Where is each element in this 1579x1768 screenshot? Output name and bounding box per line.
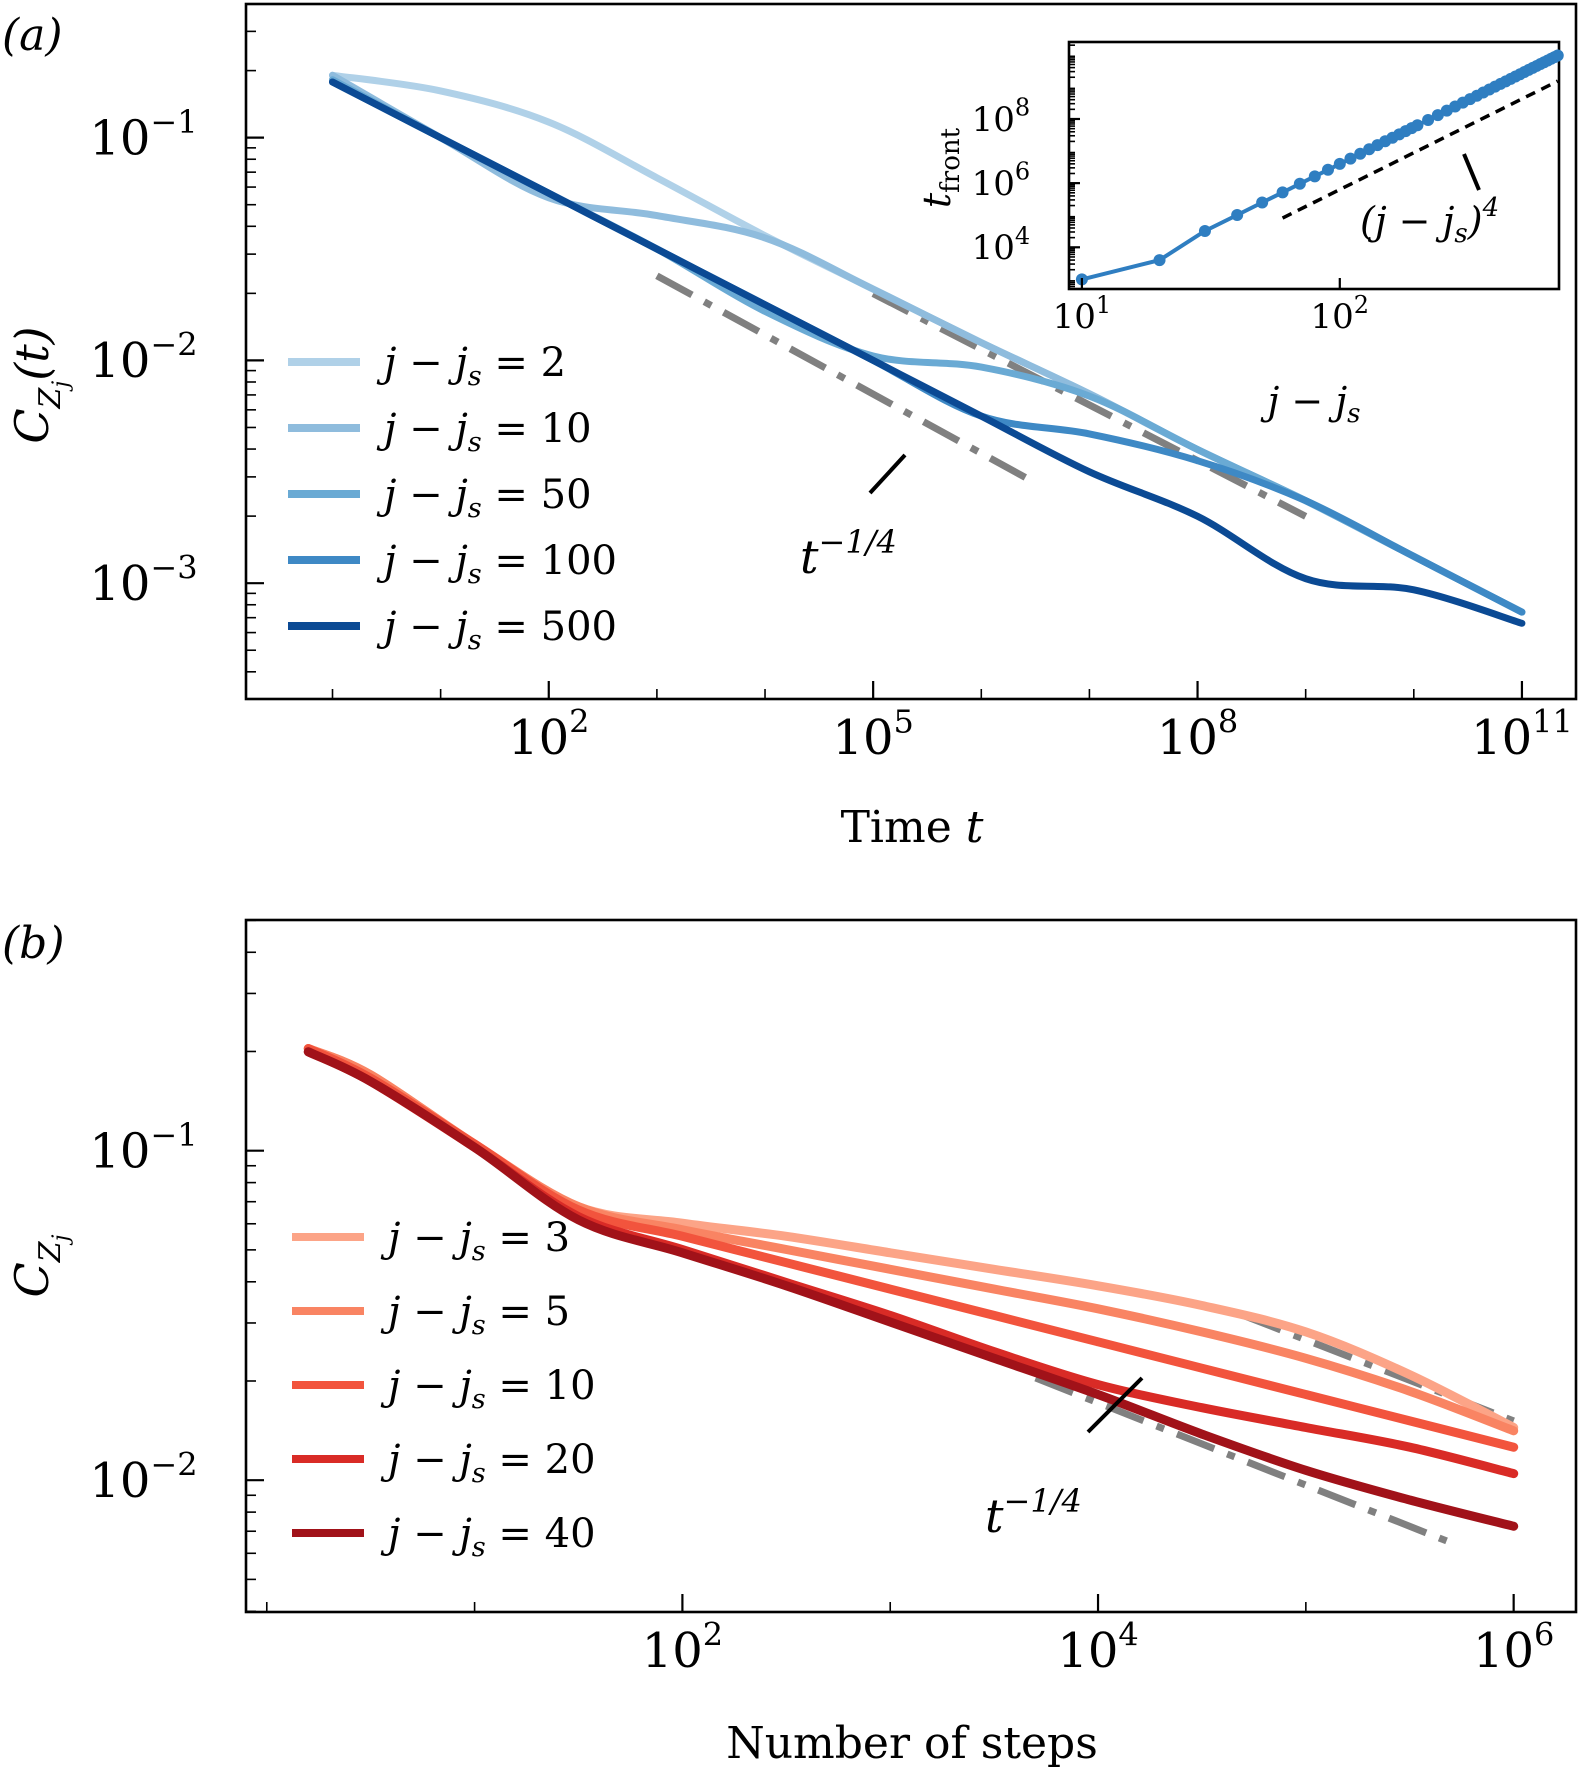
panel-b-annotation-text: t−1/4 <box>985 1482 1082 1543</box>
panel-b: (b) 102 104 106 10−1 10−2 Number of steps C… <box>2 918 1578 1768</box>
panel-b-legend-label: j − js = 20 <box>380 1437 596 1489</box>
panel-a-annotation-pointer <box>868 453 907 495</box>
inset-data-point <box>1411 119 1424 132</box>
panel-a-annotation-text: t−1/4 <box>800 523 897 584</box>
panel-a-guide-lines <box>655 272 1308 520</box>
panel-a-legend-label: j − js = 500 <box>376 604 617 656</box>
inset-x-axis-label: j − js <box>1261 379 1361 429</box>
panel-a-legend-label: j − js = 10 <box>376 406 592 458</box>
panel-a-series-line <box>329 78 1526 627</box>
inset-x-tick-label: 102 <box>1311 291 1370 337</box>
panel-a-y-tick-label: 10−2 <box>89 326 197 390</box>
panel-b-y-tick-label: 10−1 <box>89 1116 197 1180</box>
panel-b-legend: j − js = 3 j − js = 5 j − js = 10 j − js = … <box>292 1215 596 1563</box>
inset-y-ticks: 104 106 108 <box>972 44 1080 288</box>
panel-b-x-axis-label: Number of steps <box>726 1718 1098 1768</box>
panel-a-x-tick-label: 105 <box>832 703 913 767</box>
inset-series <box>1075 49 1564 286</box>
panel-a-x-tick-label: 1011 <box>1471 703 1573 767</box>
panel-a-x-axis-label: Time t <box>841 802 984 853</box>
panel-b-legend-label: j − js = 40 <box>380 1511 596 1563</box>
inset-data-point <box>1153 254 1166 267</box>
inset-data-point <box>1551 49 1564 62</box>
inset-data-point <box>1354 147 1367 160</box>
panel-a-y-axis-label: CZj(t) <box>5 326 74 443</box>
inset-data-point <box>1293 177 1306 190</box>
inset-data-point <box>1422 113 1435 126</box>
panel-b-guide-line <box>1034 1374 1453 1547</box>
panel-a-y-tick-label: 10−3 <box>89 548 197 612</box>
panel-a-guide-line <box>655 272 1038 486</box>
panel-b-x-tick-label: 102 <box>642 1616 723 1680</box>
panel-a-y-tick-label: 10−1 <box>89 103 197 167</box>
inset-data-point <box>1308 170 1321 183</box>
panel-b-legend-label: j − js = 3 <box>380 1215 570 1267</box>
panel-a-annotation: t−1/4 <box>800 453 907 584</box>
inset-y-tick-label: 108 <box>972 94 1031 140</box>
panel-b-plot-area <box>244 918 1578 1614</box>
inset-data-point <box>1344 152 1357 165</box>
panel-b-annotation-pointer <box>1086 1376 1144 1434</box>
panel-a-legend-label: j − js = 50 <box>376 472 592 524</box>
panel-a-x-ticks: 102 105 108 1011 <box>331 681 1573 767</box>
inset-y-axis-label: tfront <box>915 127 966 208</box>
panel-b-y-ticks: 10−1 10−2 <box>89 919 264 1613</box>
inset-plot-area <box>1067 40 1561 291</box>
panel-a-y-ticks: 10−1 10−2 10−3 <box>89 30 264 673</box>
inset-data-point <box>1321 163 1334 176</box>
panel-b-label: (b) <box>2 918 65 969</box>
inset-data-point <box>1431 109 1444 122</box>
panel-a: (a) 102 105 108 1011 10−1 10−2 10−3 Time t CZ… <box>2 2 1578 853</box>
inset-data-point <box>1333 157 1346 170</box>
inset-data-point <box>1276 186 1289 199</box>
panel-b-series-line <box>303 1047 1519 1531</box>
panel-a-x-tick-label: 108 <box>1157 703 1238 767</box>
panel-b-y-axis-label: CZj <box>5 1234 74 1297</box>
panel-a-legend-label: j − js = 100 <box>376 538 617 590</box>
panel-a-legend-label: j − js = 2 <box>376 340 566 392</box>
inset-data-point <box>1231 208 1244 221</box>
panel-a-guide-line <box>871 290 1308 520</box>
inset-y-tick-label: 106 <box>972 158 1031 204</box>
panel-b-legend-label: j − js = 5 <box>380 1289 570 1341</box>
panel-a-x-tick-label: 102 <box>508 703 589 767</box>
panel-b-series-line <box>303 1047 1519 1479</box>
panel-a-label: (a) <box>2 10 63 61</box>
inset-power-law-line <box>1281 79 1559 220</box>
panel-b-x-ticks: 102 104 106 <box>265 1594 1554 1680</box>
inset-annotation-pointer <box>1462 153 1481 191</box>
panel-b-x-tick-label: 104 <box>1057 1616 1138 1680</box>
panel-b-y-tick-label: 10−2 <box>89 1445 197 1509</box>
panel-b-legend-label: j − js = 10 <box>380 1363 596 1415</box>
panel-a-series <box>329 71 1526 627</box>
panel-a-plot-area <box>244 2 1578 701</box>
panel-b-annotation: t−1/4 <box>985 1376 1144 1543</box>
inset-x-ticks: 101 102 <box>1053 278 1369 337</box>
panel-b-series <box>303 1044 1519 1531</box>
inset-x-tick-label: 101 <box>1053 291 1112 337</box>
inset-power-law-label: (j − js)4 <box>1360 193 1499 249</box>
inset-y-tick-label: 104 <box>972 222 1031 268</box>
inset-data-point <box>1256 196 1269 209</box>
panel-a-inset: 101 102 104 106 108 j − js tfront (j − js)4 <box>915 40 1564 429</box>
inset-data-point <box>1198 224 1211 237</box>
panel-b-x-tick-label: 106 <box>1473 1616 1554 1680</box>
panel-a-legend: j − js = 2 j − js = 10 j − js = 50 j − js =… <box>288 340 617 656</box>
